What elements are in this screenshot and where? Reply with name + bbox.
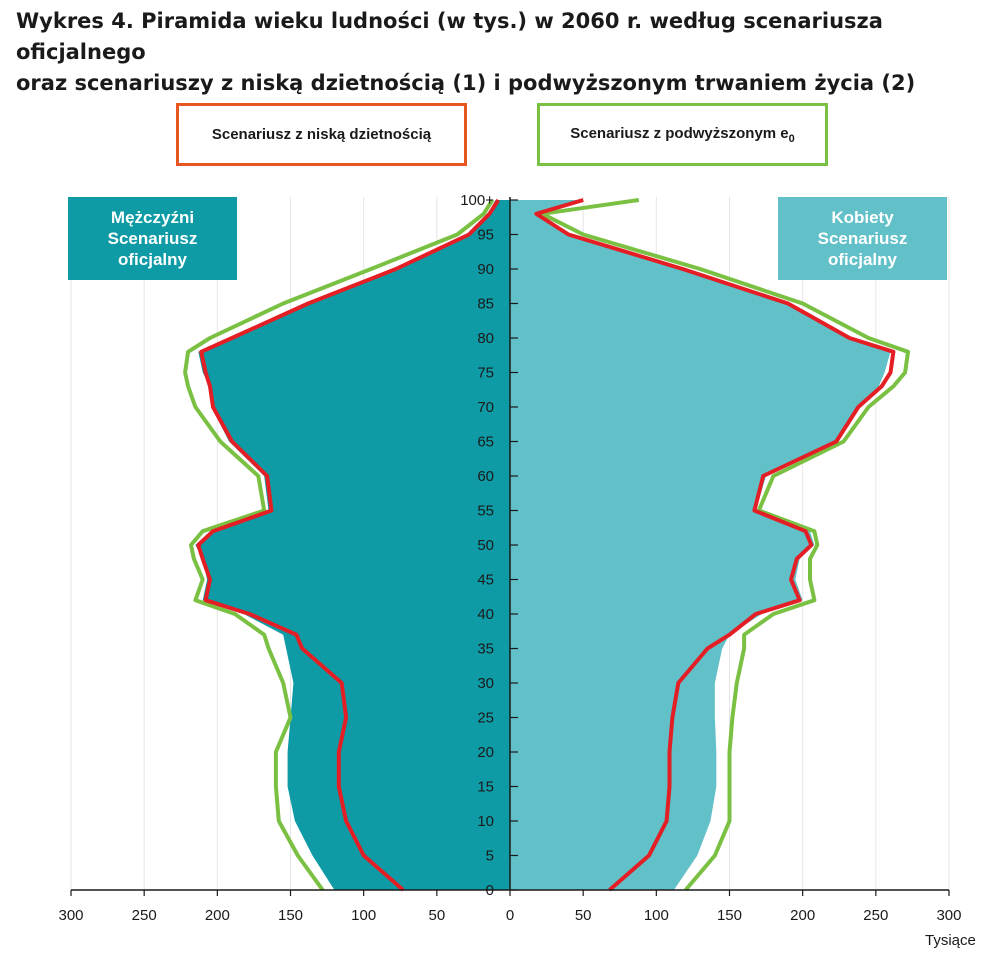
- x-tick-label: 250: [132, 907, 157, 924]
- women-label-line-2: Scenariusz: [817, 229, 908, 248]
- y-tick-label: 20: [477, 744, 494, 761]
- y-tick-label: 75: [477, 365, 494, 382]
- chart-title-line-2: oraz scenariuszy z niską dzietnością (1)…: [16, 71, 916, 95]
- x-tick-label: 50: [575, 907, 592, 924]
- x-tick-label: 100: [644, 907, 669, 924]
- men-label-line-3: oficjalny: [118, 250, 187, 269]
- y-tick-label: 100+: [460, 192, 494, 209]
- y-tick-label: 55: [477, 503, 494, 520]
- y-tick-label: 85: [477, 296, 494, 313]
- x-tick-label: 200: [205, 907, 230, 924]
- y-tick-label: 45: [477, 572, 494, 589]
- x-tick-label: 300: [58, 907, 83, 924]
- x-tick-label: 0: [506, 907, 514, 924]
- women-label-line-1: Kobiety: [831, 208, 894, 227]
- x-tick-label: 300: [936, 907, 961, 924]
- x-tick-label: 200: [790, 907, 815, 924]
- y-tick-label: 70: [477, 399, 494, 416]
- men-label-line-1: Mężczyźni: [110, 208, 195, 227]
- chart-title-line-1: Wykres 4. Piramida wieku ludności (w tys…: [16, 9, 883, 64]
- low-fertility-line-men: [196, 198, 500, 892]
- men-label-line-2: Scenariusz: [107, 229, 198, 248]
- chart-title: Wykres 4. Piramida wieku ludności (w tys…: [16, 6, 996, 99]
- low-fertility-line-women: [534, 198, 896, 892]
- legend-high-e0-subscript: 0: [788, 132, 795, 145]
- legend-high-e0-text: Scenariusz z podwyższonym e: [570, 124, 789, 142]
- men-official-label-box: Mężczyźni Scenariusz oficjalny: [68, 197, 237, 280]
- y-tick-label: 65: [477, 434, 494, 451]
- y-tick-label: 80: [477, 330, 494, 347]
- x-tick-label: 250: [863, 907, 888, 924]
- legend-low-fertility-label: Scenariusz z niską dzietnością: [211, 126, 432, 143]
- y-tick-label: 5: [486, 848, 494, 865]
- y-tick-label: 30: [477, 675, 494, 692]
- x-axis-unit-label: Tysiące: [925, 932, 976, 949]
- y-tick-label: 25: [477, 710, 494, 727]
- women-label-line-3: oficjalny: [828, 250, 897, 269]
- legend-high-e0-label: Scenariusz z podwyższonym e0: [570, 125, 795, 145]
- legend-low-fertility: Scenariusz z niską dzietnością: [176, 103, 467, 166]
- women-official-area: [510, 200, 891, 890]
- y-tick-label: 40: [477, 606, 494, 623]
- y-tick-label: 60: [477, 468, 494, 485]
- x-tick-label: 100: [351, 907, 376, 924]
- high-e0-line-women: [540, 198, 910, 892]
- y-tick-label: 50: [477, 537, 494, 554]
- high-e0-line-men: [183, 198, 495, 892]
- y-tick-label: 95: [477, 227, 494, 244]
- women-official-label-box: Kobiety Scenariusz oficjalny: [778, 197, 947, 280]
- y-tick-label: 10: [477, 813, 494, 830]
- x-tick-label: 150: [717, 907, 742, 924]
- x-tick-label: 150: [278, 907, 303, 924]
- y-tick-label: 15: [477, 779, 494, 796]
- legend-high-e0: Scenariusz z podwyższonym e0: [537, 103, 828, 166]
- y-tick-label: 90: [477, 261, 494, 278]
- men-official-area: [195, 200, 510, 890]
- x-tick-label: 50: [428, 907, 445, 924]
- y-tick-label: 0: [486, 882, 494, 899]
- y-tick-label: 35: [477, 641, 494, 658]
